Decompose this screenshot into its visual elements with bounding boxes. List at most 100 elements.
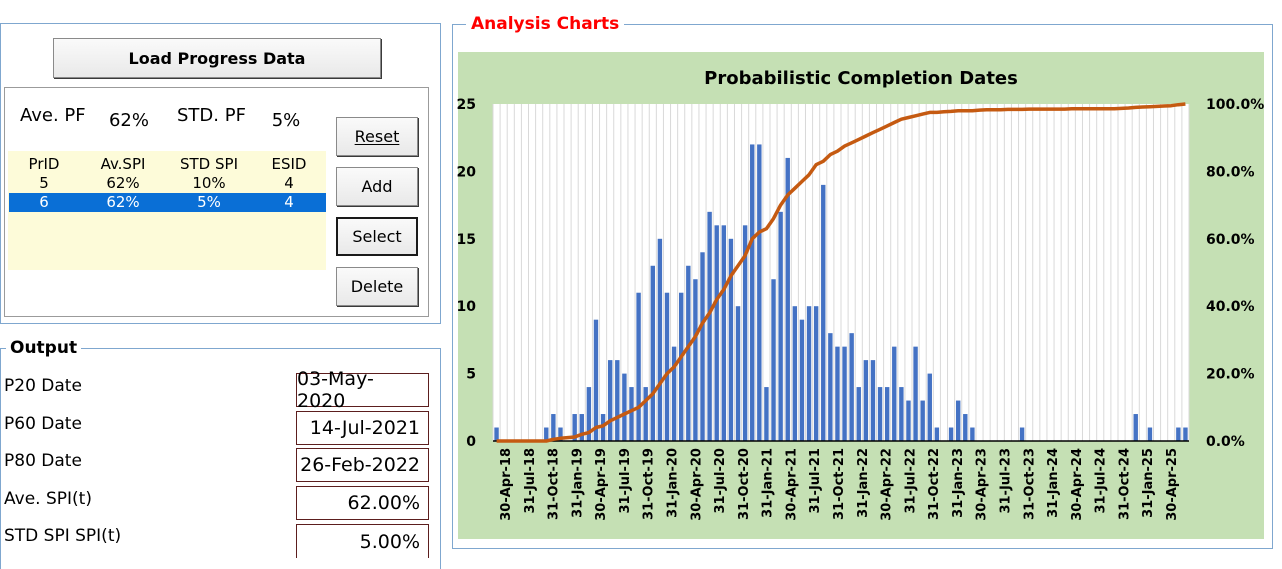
chart-bar xyxy=(899,387,904,441)
p80-value: 26-Feb-2022 xyxy=(300,454,420,476)
x-tick-label: 31-Oct-19 xyxy=(642,448,657,520)
chart-bar xyxy=(615,360,620,441)
chart-bar xyxy=(856,387,861,441)
chart-bar xyxy=(927,373,932,441)
y2-tick-label: 20.0% xyxy=(1206,367,1255,383)
std-pf-value: 5% xyxy=(271,109,301,131)
analysis-panel xyxy=(452,24,1273,549)
load-progress-data-button[interactable]: Load Progress Data xyxy=(53,38,381,78)
chart-bar xyxy=(863,360,869,441)
y2-tick-label: 100.0% xyxy=(1206,97,1264,113)
x-tick-label: 30-Apr-21 xyxy=(784,448,799,521)
chart-bar xyxy=(643,387,648,441)
p20-value: 03-May-2020 xyxy=(297,368,374,412)
chart-bar xyxy=(1183,427,1188,441)
p20-label: P20 Date xyxy=(4,376,82,396)
chart-bar xyxy=(544,427,549,441)
chart-bar xyxy=(742,225,748,441)
chart-bar xyxy=(771,279,776,441)
chart-bar xyxy=(750,144,755,441)
std-spi-field: 5.00% xyxy=(296,524,429,558)
ave-pf-input[interactable]: 62% xyxy=(93,103,165,137)
x-tick-label: 31-Jul-18 xyxy=(523,448,538,514)
chart-bar xyxy=(785,157,790,442)
y2-tick-label: 0.0% xyxy=(1206,434,1245,450)
x-tick-label: 30-Apr-24 xyxy=(1070,448,1085,521)
select-label: Select xyxy=(352,227,402,246)
chart-bar xyxy=(806,306,812,441)
y-tick-label: 10 xyxy=(457,299,477,315)
input-panel xyxy=(0,23,441,324)
y-tick-label: 15 xyxy=(457,232,476,248)
cell-avspi: 62% xyxy=(106,174,140,192)
chart-bar xyxy=(792,306,798,441)
x-tick-label: 30-Apr-18 xyxy=(499,448,514,521)
list-item-selected[interactable]: 6 62% 5% 4 xyxy=(9,193,326,212)
select-button[interactable]: Select xyxy=(336,217,418,256)
chart-bar xyxy=(906,400,911,441)
ave-pf-value: 62% xyxy=(108,109,149,131)
x-tick-label: 31-Oct-21 xyxy=(832,448,847,520)
chart-bar xyxy=(728,238,734,441)
chart-bar xyxy=(892,346,897,441)
x-tick-label: 30-Apr-19 xyxy=(594,448,609,521)
x-tick-label: 31-Jul-24 xyxy=(1094,448,1109,514)
output-title: Output xyxy=(6,338,82,358)
header-esid: ESID xyxy=(271,155,307,173)
output-panel xyxy=(0,348,441,569)
cell-esid: 4 xyxy=(284,174,294,192)
chart-bar xyxy=(650,265,655,441)
chart-bar xyxy=(870,360,876,441)
chart-bar xyxy=(849,333,854,441)
chart-bar xyxy=(970,427,975,441)
chart-bar xyxy=(1176,427,1181,441)
reset-button[interactable]: Reset xyxy=(336,117,418,156)
x-tick-label: 31-Jan-24 xyxy=(1046,448,1061,518)
x-tick-label: 30-Apr-20 xyxy=(689,448,704,521)
std-pf-input[interactable]: 5% xyxy=(250,103,322,137)
p60-value: 14-Jul-2021 xyxy=(309,417,420,439)
cell-prid: 5 xyxy=(39,174,49,192)
chart-bar xyxy=(572,414,577,441)
header-prid: PrID xyxy=(28,155,60,173)
chart-bar xyxy=(558,427,563,441)
chart-bar xyxy=(551,414,556,441)
cell-stdspi: 5% xyxy=(197,193,221,211)
add-button[interactable]: Add xyxy=(336,167,418,206)
chart-bar xyxy=(693,279,698,441)
x-tick-label: 30-Apr-23 xyxy=(975,448,990,521)
chart-bar xyxy=(721,225,727,441)
y-tick-label: 25 xyxy=(457,97,476,113)
chart-bar xyxy=(963,414,968,441)
chart-bar xyxy=(700,252,705,441)
x-tick-label: 31-Jul-21 xyxy=(808,448,823,514)
p20-date-field: 03-May-2020 xyxy=(296,368,429,412)
chart-bar xyxy=(955,400,961,441)
x-tick-label: 31-Oct-20 xyxy=(737,448,752,520)
p60-label: P60 Date xyxy=(4,414,82,434)
x-tick-label: 31-Jul-19 xyxy=(618,448,633,514)
chart-bar xyxy=(707,211,712,441)
x-tick-label: 31-Jan-20 xyxy=(666,448,681,518)
list-item[interactable]: 5 62% 10% 4 xyxy=(9,174,326,193)
x-tick-label: 30-Apr-25 xyxy=(1165,448,1180,521)
x-tick-label: 31-Jan-25 xyxy=(1141,448,1156,518)
chart-title: Probabilistic Completion Dates xyxy=(704,68,1018,89)
chart-bar xyxy=(664,292,670,441)
chart-bar xyxy=(778,211,783,441)
load-progress-data-label: Load Progress Data xyxy=(128,48,306,68)
chart-bar xyxy=(764,387,769,441)
ave-spi-field: 62.00% xyxy=(296,486,429,520)
chart-bar xyxy=(948,427,954,441)
x-tick-label: 31-Jan-21 xyxy=(761,448,776,518)
chart-bar xyxy=(586,387,592,441)
chart-bar xyxy=(934,427,940,441)
chart-bar xyxy=(686,265,691,441)
chart-bar xyxy=(920,400,925,441)
chart-bar xyxy=(494,427,499,441)
analysis-title: Analysis Charts xyxy=(466,14,625,34)
reset-label: Reset xyxy=(354,127,400,146)
header-stdspi: STD SPI xyxy=(180,155,238,173)
delete-button[interactable]: Delete xyxy=(336,267,418,306)
